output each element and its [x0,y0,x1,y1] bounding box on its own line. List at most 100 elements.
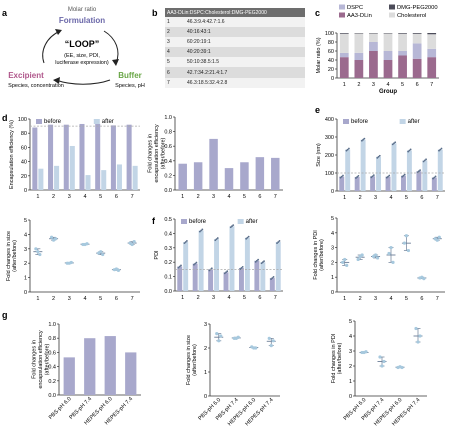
data-dot [272,276,275,278]
data-point [414,326,418,331]
y-axis-label: Fold changes in PDI(after/before) [331,333,343,383]
y-tick-label: 0.2 [48,379,56,385]
data-point [271,339,275,343]
loop-excipient: Excipient [8,71,44,80]
bar-after [229,226,235,291]
data-dot [419,169,422,172]
y-tick-label: 1 [331,275,334,281]
legend-label: AA3-DLin [347,13,372,19]
data-dot [391,143,394,146]
loop-excipient-sub: Species, concentration [8,83,64,89]
y-axis-label: Fold changes inencapsulation efficiency(… [32,330,51,389]
stack-DSPC [398,51,407,56]
x-tick-label: 1 [343,195,346,201]
bar [193,162,203,190]
loop-buffer-sub: Species, pH [115,83,145,89]
chart-e: 0 100 200 300 400 Size (nm) before after 1 2 3 4 5 6 7 [316,117,445,201]
table-row: 5 50:10:38.5:1.5 [165,57,305,68]
bar-before [177,266,183,291]
data-dot [231,225,233,228]
x-tick-label: 5 [405,195,408,201]
data-point [391,260,395,264]
data-point [375,256,380,260]
stack-DSPC [339,52,349,58]
y-axis-label-line: Encapsulation efficiency (%) [9,120,15,189]
data-point [418,334,422,338]
y-axis-label-line: Fold changes in size [186,335,192,385]
stack-AA3-DLin [354,60,364,78]
legend-swatch [36,119,42,124]
data-point [382,359,386,364]
data-dot [401,175,404,178]
y-tick-label: 4 [331,231,334,237]
data-dot [440,147,443,150]
data-dot [423,159,426,162]
data-point [435,238,439,242]
x-tick-label: 6 [258,194,261,200]
data-dot [184,241,187,243]
x-tick-label: 1 [36,296,39,302]
y-axis-label: Encapsulation efficiency (%) [9,120,15,189]
bar-before [339,176,345,191]
y-tick-label: 40 [328,58,334,64]
data-point [219,334,223,338]
data-dot [226,270,229,273]
loop-arc-bottom [55,79,111,85]
x-tick-label: 7 [274,194,277,200]
x-tick-label: 5 [243,194,246,200]
y-tick-label: 0.8 [48,336,56,342]
y-tick-label: 1.0 [164,115,172,121]
bar-before [95,123,101,190]
x-tick-label: 6 [416,82,419,88]
data-point [343,257,347,262]
legend-label: after [408,119,420,125]
data-dot [178,265,181,268]
stack-AA3-DLin [383,60,393,78]
bar [271,157,280,190]
data-point [34,247,38,251]
bar [178,163,187,190]
bar-after [214,239,220,291]
y-tick-label: 80 [21,131,27,137]
data-dot [387,175,389,178]
data-point [49,235,54,239]
data-dot [245,237,248,240]
data-dot [183,242,186,245]
bar-before [126,124,132,190]
stack-AA3-DLin [369,51,378,78]
data-point [99,250,103,254]
x-tick-label: 5 [99,194,102,200]
bar-after [54,165,60,190]
y-axis-label-line: Fold changes in PDI [313,230,319,280]
table-cell-index: 5 [165,57,185,68]
data-dot [214,239,217,242]
loop-arrow-left [55,29,62,35]
bar-after [437,149,443,191]
y-tick-label: 3 [204,322,207,328]
y-axis-label-line: Molar ratio (%) [316,37,322,73]
data-point [215,332,219,336]
data-dot [394,141,397,144]
y-tick-label: 5 [349,319,352,325]
y-axis-label-line: Size (nm) [316,143,322,167]
legend-label: before [44,119,62,125]
y-axis-label-line: (after/before) [12,240,18,272]
y-tick-label: 2 [204,346,207,352]
data-point [356,257,360,262]
bar-after [260,262,266,291]
data-dot [360,139,363,142]
x-tick-label: 6 [420,296,423,302]
data-dot [247,235,250,238]
data-dot [254,260,257,263]
y-tick-label: 0.6 [164,144,172,150]
table-cell-index: 1 [165,17,185,28]
y-tick-label: 1 [204,370,207,376]
data-dot [216,237,219,239]
data-dot [194,262,197,265]
table-cell-ratio: 46.3:9.4:42.7:1.6 [185,17,305,28]
bar-after [116,164,122,190]
x-tick-label: 6 [115,194,118,200]
legend-swatch [399,119,406,124]
data-point [69,260,73,265]
bar-after [422,160,428,191]
